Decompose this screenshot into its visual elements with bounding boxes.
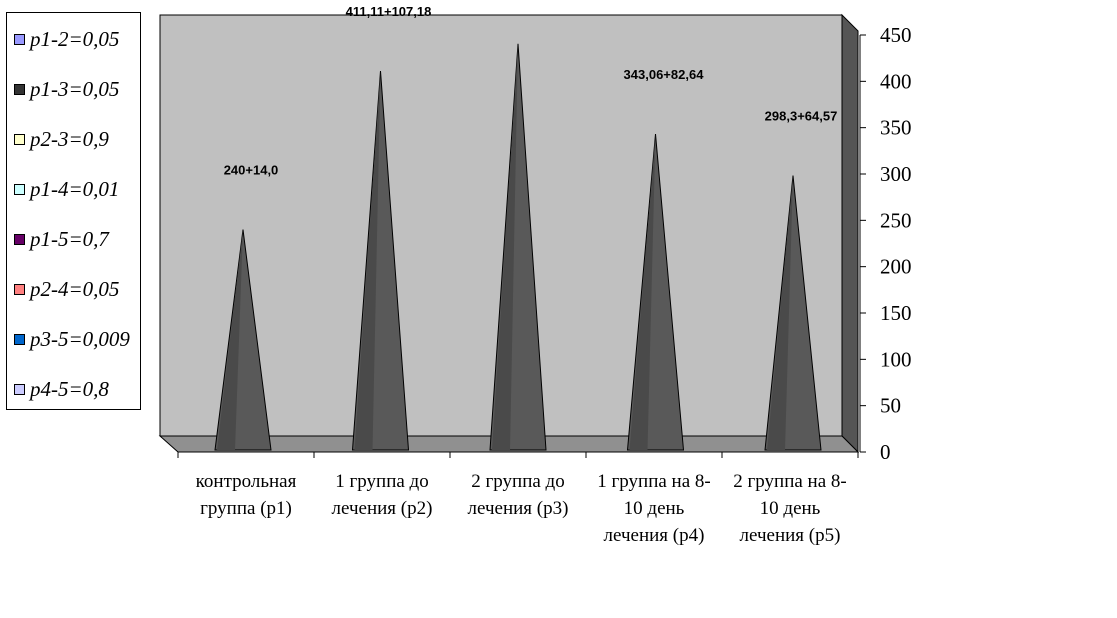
y-tick-label: 50 [880,394,901,418]
y-tick-label: 100 [880,347,912,371]
data-label: 298,3+64,57 [765,109,838,124]
x-tick-label: 10 день [760,498,821,519]
y-tick-label: 250 [880,208,912,232]
legend-swatch [14,83,25,95]
legend-item: p1-4=0,01 [14,177,119,201]
legend-swatch [14,233,25,245]
x-tick-label: лечения (р2) [332,498,433,519]
legend-label: p2-4=0,05 [30,276,120,301]
y-tick-label: 150 [880,301,912,325]
cone-bar-shade [217,229,243,450]
legend-swatch [14,333,25,345]
legend-label: p2-3=0,9 [30,126,109,151]
x-tick-label: 1 группа до [335,471,428,492]
x-tick-label: лечения (р4) [604,525,705,546]
y-tick-label: 0 [880,440,891,464]
legend-item: p4-5=0,8 [14,377,109,401]
legend-item: p3-5=0,009 [14,327,130,351]
y-tick-label: 450 [880,23,912,47]
data-label: 343,06+82,64 [624,67,705,82]
legend-item: p1-2=0,05 [14,27,119,51]
legend-item: p1-3=0,05 [14,77,119,101]
x-tick-label: контрольная [196,471,297,492]
legend-swatch [14,283,25,295]
y-tick-label: 200 [880,255,912,279]
x-tick-label: 2 группа на 8- [733,471,847,492]
legend: p1-2=0,05 p1-3=0,05 p2-3=0,9 p1-4=0,01 p1-5=… [6,12,141,410]
legend-item: p1-5=0,7 [14,227,109,251]
x-tick-label: 10 день [624,498,685,519]
x-tick-label: лечения (р3) [468,498,569,519]
legend-swatch [14,33,25,45]
x-tick-label: 2 группа до [471,471,564,492]
cone-bar-shade [492,43,518,450]
x-tick-label: группа (р1) [200,498,292,519]
legend-item: p2-4=0,05 [14,277,119,301]
legend-swatch [14,183,25,195]
y-tick-label: 400 [880,69,912,93]
data-label: 411,11+107,18 [346,4,432,19]
legend-swatch [14,133,25,145]
x-tick-label: 1 группа на 8- [597,471,711,492]
legend-label: p1-4=0,01 [30,176,120,201]
data-label: 240+14,0 [224,163,279,178]
cone-bar-shade [767,175,793,451]
legend-label: p1-5=0,7 [30,226,109,251]
legend-label: p4-5=0,8 [30,376,109,401]
y-tick-label: 300 [880,162,912,186]
x-tick-label: лечения (р5) [740,525,841,546]
cone-bar-shade [354,71,381,451]
legend-label: p1-3=0,05 [30,76,120,101]
cone-bar-shade [629,134,656,451]
legend-label: p3-5=0,009 [30,326,130,351]
legend-label: p1-2=0,05 [30,26,120,51]
legend-item: p2-3=0,9 [14,127,109,151]
y-tick-label: 350 [880,116,912,140]
legend-swatch [14,383,25,395]
chart-side-wall [841,13,859,454]
